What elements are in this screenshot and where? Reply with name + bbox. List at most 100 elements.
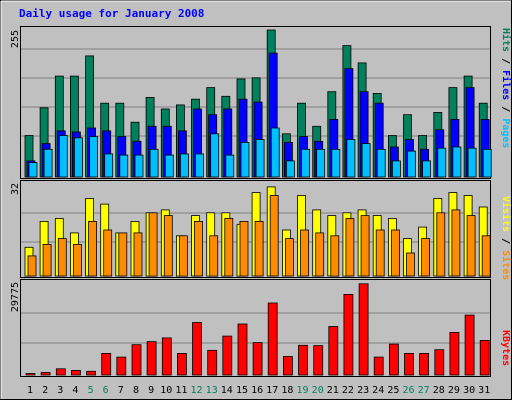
pages-bar-day-20: [316, 148, 326, 178]
pages-bar-day-6: [104, 153, 114, 178]
pages-bar-day-25: [391, 160, 401, 178]
sites-bar-day-13: [209, 235, 219, 277]
pages-bar-day-30: [467, 147, 477, 178]
pages-bar-day-7: [119, 154, 129, 178]
x-tick-label: 11: [175, 385, 187, 396]
pages-bar-day-18: [285, 160, 295, 178]
sites-bar-day-11: [178, 235, 188, 277]
pages-bar-day-9: [149, 148, 159, 178]
kbytes-bar-day-3: [55, 368, 66, 376]
kbytes-bar-day-16: [252, 342, 263, 376]
x-tick-label: 21: [327, 385, 339, 396]
x-tick-label: 7: [118, 385, 124, 396]
x-tick-label: 13: [206, 385, 218, 396]
kbytes-bar-day-26: [404, 352, 414, 376]
kbytes-bar-day-21: [328, 326, 339, 376]
sites-bar-day-19: [300, 229, 309, 277]
sites-bar-day-27: [421, 238, 431, 277]
kbytes-bars: [25, 283, 490, 376]
x-tick-label: 2: [42, 385, 48, 396]
pages-bar-day-22: [346, 139, 356, 178]
sites-bar-day-20: [315, 232, 325, 277]
sites-bar-day-25: [390, 229, 400, 277]
sites-bar-day-30: [466, 215, 476, 277]
kbytes-bar-day-27: [419, 352, 430, 376]
sites-bar-day-31: [481, 235, 491, 277]
x-tick-label: 27: [418, 385, 430, 396]
pages-bar-day-11: [179, 153, 189, 178]
sites-bar-day-24: [375, 229, 385, 277]
kbytes-bar-day-29: [449, 331, 460, 376]
pages-bar-day-19: [301, 148, 310, 178]
pages-bar-day-28: [437, 147, 447, 178]
x-tick-label: 24: [372, 385, 384, 396]
pages-bar-day-15: [240, 141, 250, 178]
visits-ymax-label: 32: [10, 183, 21, 195]
sites-bar-day-14: [224, 218, 234, 277]
x-tick-label: 1: [27, 385, 33, 396]
x-tick-label: 10: [160, 385, 172, 396]
sites-bar-day-18: [284, 238, 294, 277]
sites-bar-day-23: [360, 215, 370, 277]
legend-hits: Hits: [500, 28, 512, 52]
legend-separator: /: [500, 100, 511, 118]
x-tick-label: 28: [433, 385, 445, 396]
kbytes-bar-day-8: [131, 344, 142, 376]
pages-bar-day-8: [134, 154, 144, 178]
legend-separator: /: [500, 232, 511, 250]
kbytes-bar-day-9: [146, 341, 157, 376]
legend-pages: Pages: [500, 118, 511, 148]
sites-bar-day-12: [194, 220, 203, 277]
kbytes-bar-day-6: [101, 352, 112, 376]
pages-bar-day-27: [422, 160, 432, 178]
pages-bar-day-14: [225, 154, 235, 178]
pages-bar-day-1: [28, 162, 38, 178]
hits-ymax-label: 255: [10, 30, 21, 48]
kbytes-bar-day-15: [237, 323, 248, 376]
pages-bar-day-17: [270, 127, 280, 178]
pages-bar-day-31: [482, 148, 492, 178]
sites-bar-day-17: [269, 195, 279, 277]
x-tick-label: 31: [478, 385, 490, 396]
sites-bar-day-7: [118, 232, 128, 277]
chart-title: Daily usage for January 2008: [19, 7, 204, 20]
kbytes-bar-day-4: [71, 369, 81, 376]
legend-separator: /: [500, 52, 511, 70]
sites-bar-day-16: [254, 220, 264, 277]
kbytes-bar-day-10: [161, 337, 172, 376]
x-tick-label: 17: [266, 385, 278, 396]
x-tick-label: 8: [133, 385, 139, 396]
x-tick-label: 18: [281, 385, 293, 396]
x-tick-label: 19: [296, 385, 308, 396]
kbytes-bar-day-14: [222, 335, 233, 376]
kbytes-bar-day-28: [434, 349, 445, 376]
x-tick-label: 22: [342, 385, 354, 396]
kbytes-bar-day-24: [373, 356, 384, 376]
sites-bar-day-22: [345, 218, 355, 277]
x-tick-label: 30: [463, 385, 475, 396]
sites-bar-day-6: [103, 229, 113, 277]
pages-bar-day-2: [43, 148, 53, 178]
pages-bar-day-21: [331, 148, 341, 178]
sites-bar-day-28: [436, 212, 446, 277]
kbytes-bar-day-17: [267, 302, 278, 376]
sites-bar-day-10: [163, 215, 173, 277]
pages-bar-day-29: [452, 146, 462, 178]
pages-bar-day-5: [89, 136, 98, 178]
sites-bar-day-4: [73, 243, 82, 277]
x-tick-label: 15: [236, 385, 248, 396]
x-tick-label: 26: [402, 385, 414, 396]
sites-bar-day-26: [406, 252, 415, 277]
kbytes-bar-day-12: [192, 322, 202, 376]
x-tick-label: 16: [251, 385, 263, 396]
kbytes-bar-day-19: [298, 344, 308, 376]
x-tick-label: 9: [148, 385, 154, 396]
kbytes-bar-day-13: [207, 349, 218, 376]
sites-bar-day-3: [57, 238, 67, 277]
kbytes-bar-day-20: [313, 345, 324, 376]
sites-bar-day-5: [88, 220, 97, 277]
x-tick-label: 4: [72, 385, 78, 396]
visits-bars: [24, 186, 491, 277]
visits-right-label: Visits / Sites: [500, 196, 512, 280]
